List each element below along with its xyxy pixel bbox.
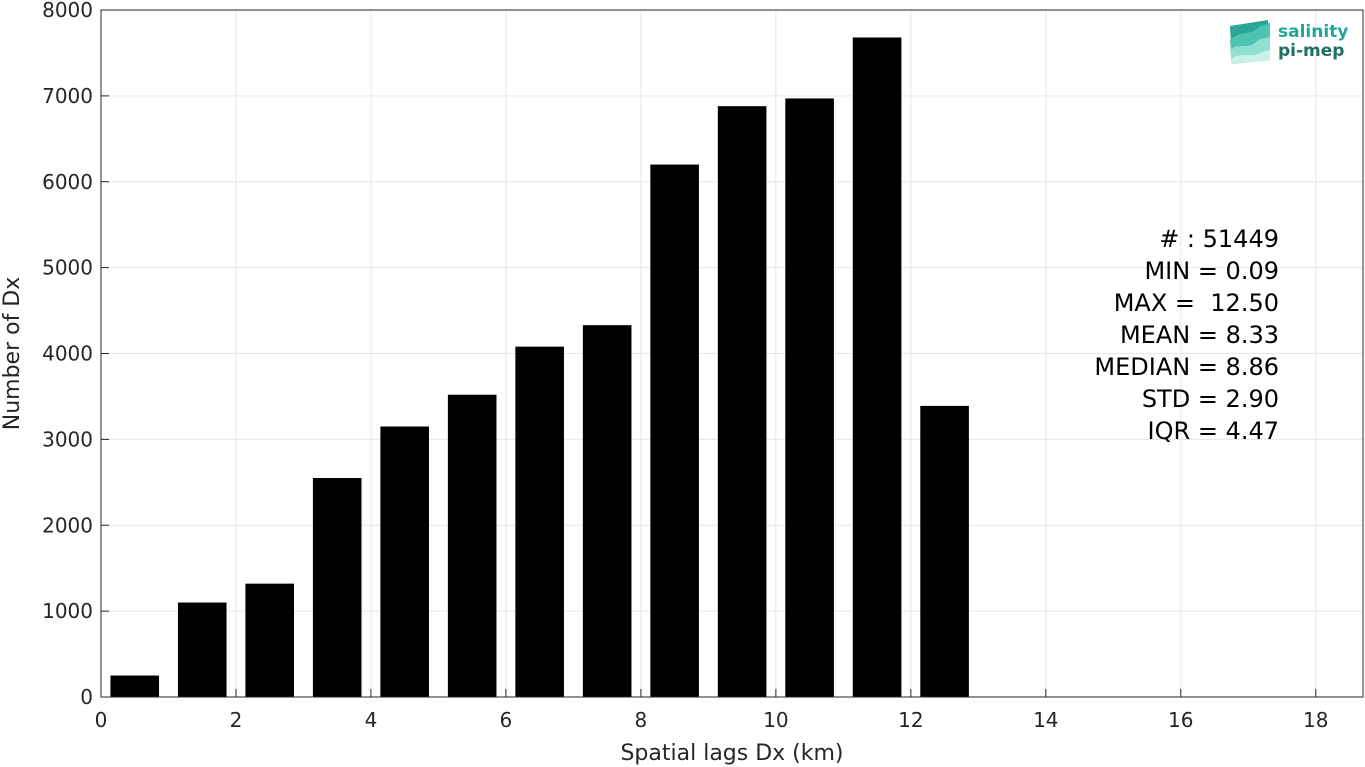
y-tick-label: 3000	[42, 427, 93, 451]
bars	[110, 37, 969, 698]
x-tick-label: 6	[500, 708, 513, 732]
waves-icon	[1230, 20, 1270, 64]
stat-line: MAX = 12.50	[1114, 289, 1279, 317]
stat-line: MEDIAN = 8.86	[1094, 353, 1279, 381]
y-axis-label: Number of Dx	[0, 277, 25, 431]
histogram-bar	[447, 394, 497, 697]
y-tick-label: 7000	[42, 84, 93, 108]
histogram-bar	[717, 106, 767, 698]
x-tick-label: 16	[1168, 708, 1193, 732]
logo-text-line2: pi-mep	[1278, 41, 1344, 61]
y-tick-label: 2000	[42, 513, 93, 537]
statistics-box: # : 51449 MIN = 0.09 MAX = 12.50 MEAN = 8.3…	[1094, 225, 1279, 445]
salinity-pi-mep-logo: salinity pi-mep	[1230, 20, 1348, 64]
logo-text-line1: salinity	[1278, 22, 1348, 42]
y-tick-label: 8000	[42, 0, 93, 22]
stat-line: # : 51449	[1159, 225, 1279, 253]
y-tick-label: 4000	[42, 342, 93, 366]
histogram-bar	[177, 602, 227, 697]
stat-line: MEAN = 8.33	[1120, 321, 1279, 349]
x-tick-label: 10	[763, 708, 788, 732]
y-tick-label: 1000	[42, 599, 93, 623]
y-tick-label: 6000	[42, 170, 93, 194]
x-tick-label: 8	[635, 708, 648, 732]
x-tick-label: 12	[898, 708, 923, 732]
x-tick-label: 2	[230, 708, 243, 732]
histogram-bar	[582, 325, 632, 697]
histogram-bar	[650, 164, 699, 697]
x-tick-label: 0	[95, 708, 108, 732]
histogram-bar	[312, 478, 362, 697]
y-tick-label: 5000	[42, 256, 93, 280]
histogram-bar	[245, 583, 295, 697]
stat-line: STD = 2.90	[1142, 385, 1279, 413]
histogram-bar	[852, 37, 902, 698]
y-tick-label: 0	[80, 685, 93, 709]
x-tick-label: 4	[365, 708, 378, 732]
histogram-bar	[785, 98, 834, 698]
x-tick-label: 14	[1033, 708, 1058, 732]
ticks: 0 2 4 6 8 10 12 14 16 18 0 1000 2000 3000 4000 5000 6000…	[42, 0, 1328, 732]
histogram-bar	[920, 405, 969, 697]
histogram-bar	[515, 346, 564, 697]
x-axis-label: Spatial lags Dx (km)	[620, 741, 843, 766]
histogram-bar	[110, 675, 160, 697]
histogram-bar	[380, 426, 429, 697]
x-tick-label: 18	[1303, 708, 1328, 732]
stat-line: IQR = 4.47	[1148, 417, 1279, 445]
stat-line: MIN = 0.09	[1144, 257, 1279, 285]
